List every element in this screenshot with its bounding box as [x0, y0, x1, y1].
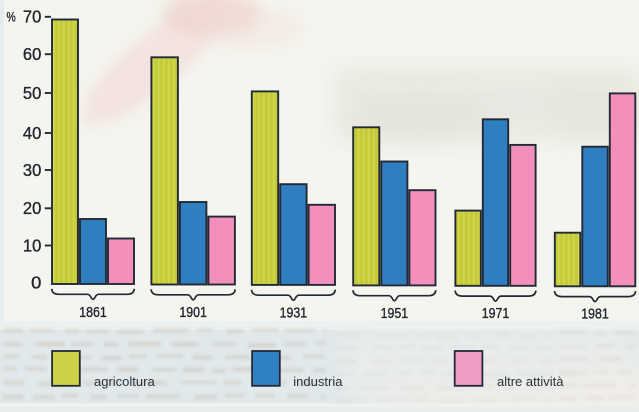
svg-text:50: 50 [23, 83, 42, 103]
svg-text:60: 60 [23, 44, 42, 64]
svg-text:70: 70 [23, 7, 42, 27]
svg-text:20: 20 [23, 198, 42, 218]
svg-text:1861: 1861 [79, 305, 107, 321]
svg-text:altre attività: altre attività [497, 374, 564, 389]
svg-text:10: 10 [23, 235, 42, 255]
svg-text:1981: 1981 [581, 307, 609, 323]
svg-text:40: 40 [23, 123, 42, 143]
svg-text:1931: 1931 [280, 306, 308, 322]
svg-text:1971: 1971 [482, 306, 510, 322]
svg-text:industria: industria [293, 374, 343, 389]
svg-text:1951: 1951 [381, 306, 409, 322]
svg-text:30: 30 [23, 160, 42, 180]
svg-text:%: % [7, 10, 16, 25]
svg-text:1901: 1901 [179, 305, 207, 321]
svg-text:0: 0 [31, 272, 41, 292]
svg-text:agricoltura: agricoltura [94, 374, 155, 389]
